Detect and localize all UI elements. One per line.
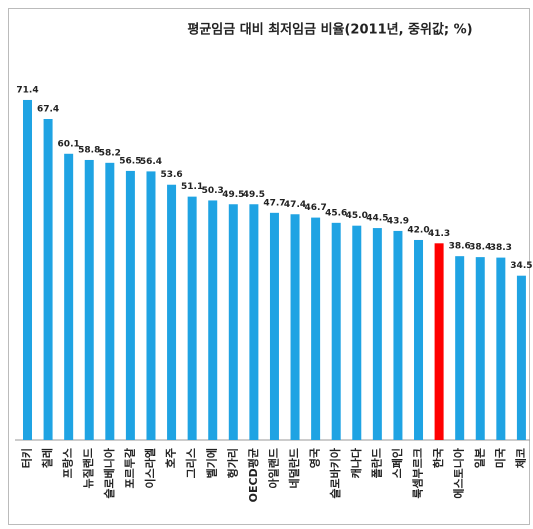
bar bbox=[208, 200, 218, 440]
value-label: 60.1 bbox=[58, 139, 80, 149]
x-tick-label: 포르투갈 bbox=[122, 448, 136, 488]
chart-title: 평균임금 대비 최저임금 비율(2011년, 중위값; %) bbox=[187, 22, 472, 38]
value-label: 45.0 bbox=[346, 211, 368, 221]
bar bbox=[249, 204, 259, 440]
x-tick-label: 폴란드 bbox=[369, 448, 383, 478]
x-tick-label: 체코 bbox=[513, 448, 527, 468]
x-tick-label: 캐나다 bbox=[349, 447, 363, 478]
bar bbox=[84, 159, 94, 440]
x-tick-label: 이스라엘 bbox=[143, 448, 157, 488]
value-label: 43.9 bbox=[387, 216, 409, 226]
value-label: 58.8 bbox=[78, 145, 100, 155]
x-tick-label: 룩셈부르크 bbox=[411, 448, 425, 499]
x-tick-label: 뉴질랜드 bbox=[81, 448, 95, 488]
bar bbox=[352, 225, 362, 440]
x-tick-label: 슬로베니아 bbox=[102, 447, 116, 498]
bar bbox=[516, 275, 526, 440]
value-label: 71.4 bbox=[16, 85, 38, 95]
value-label: 34.5 bbox=[510, 261, 532, 271]
bar bbox=[187, 196, 197, 440]
value-label: 44.5 bbox=[366, 214, 388, 224]
value-label: 56.4 bbox=[140, 157, 162, 167]
chart-border bbox=[8, 8, 530, 525]
value-label: 49.5 bbox=[243, 190, 265, 200]
bar bbox=[496, 257, 506, 440]
value-label: 56.5 bbox=[119, 156, 141, 166]
bar bbox=[475, 257, 485, 440]
value-label: 38.6 bbox=[449, 242, 471, 252]
value-label: 58.2 bbox=[99, 148, 121, 158]
bar bbox=[331, 222, 341, 440]
bar bbox=[64, 153, 74, 440]
x-tick-label: 터키 bbox=[20, 448, 34, 468]
x-tick-label: 벨기에 bbox=[205, 448, 219, 478]
value-label: 51.1 bbox=[181, 182, 203, 192]
value-label: 41.3 bbox=[428, 229, 450, 239]
bar bbox=[167, 184, 177, 440]
value-label: 47.4 bbox=[284, 200, 306, 210]
x-tick-label: 미국 bbox=[493, 448, 507, 468]
bar bbox=[105, 162, 115, 440]
x-tick-label: OECD평균 bbox=[246, 448, 260, 502]
x-tick-label: 네덜란드 bbox=[287, 448, 301, 488]
value-label: 49.5 bbox=[222, 190, 244, 200]
value-label: 38.4 bbox=[469, 243, 491, 253]
bar bbox=[434, 243, 444, 440]
bar bbox=[43, 119, 53, 440]
value-label: 45.6 bbox=[325, 208, 347, 218]
value-label: 42.0 bbox=[407, 225, 429, 235]
x-tick-label: 아일랜드 bbox=[266, 448, 280, 488]
value-label: 67.4 bbox=[37, 105, 59, 115]
x-tick-label: 일본 bbox=[472, 448, 486, 468]
x-tick-label: 그리스 bbox=[184, 448, 198, 478]
value-label: 47.7 bbox=[263, 198, 285, 208]
bar bbox=[146, 171, 156, 440]
x-tick-label: 스페인 bbox=[390, 448, 404, 478]
bar bbox=[125, 170, 135, 440]
bar bbox=[311, 217, 321, 440]
x-tick-label: 칠레 bbox=[40, 448, 54, 468]
bar bbox=[372, 228, 382, 440]
x-tick-label: 슬로바키아 bbox=[328, 447, 342, 498]
bar bbox=[393, 230, 403, 440]
bar bbox=[228, 204, 238, 440]
x-tick-label: 한국 bbox=[431, 448, 445, 468]
bar bbox=[23, 99, 32, 441]
bar bbox=[290, 214, 300, 440]
value-label: 50.3 bbox=[202, 186, 224, 196]
bar bbox=[455, 256, 465, 440]
x-tick-label: 에스토니아 bbox=[452, 447, 466, 498]
bar bbox=[414, 239, 424, 440]
value-label: 46.7 bbox=[305, 203, 327, 213]
bar bbox=[269, 212, 279, 440]
x-tick-label: 프랑스 bbox=[62, 448, 75, 478]
x-tick-label: 호주 bbox=[164, 448, 178, 468]
x-tick-label: 헝가리 bbox=[225, 448, 239, 478]
value-label: 38.3 bbox=[490, 243, 512, 253]
value-label: 53.6 bbox=[160, 170, 182, 180]
x-tick-label: 영국 bbox=[309, 448, 322, 468]
